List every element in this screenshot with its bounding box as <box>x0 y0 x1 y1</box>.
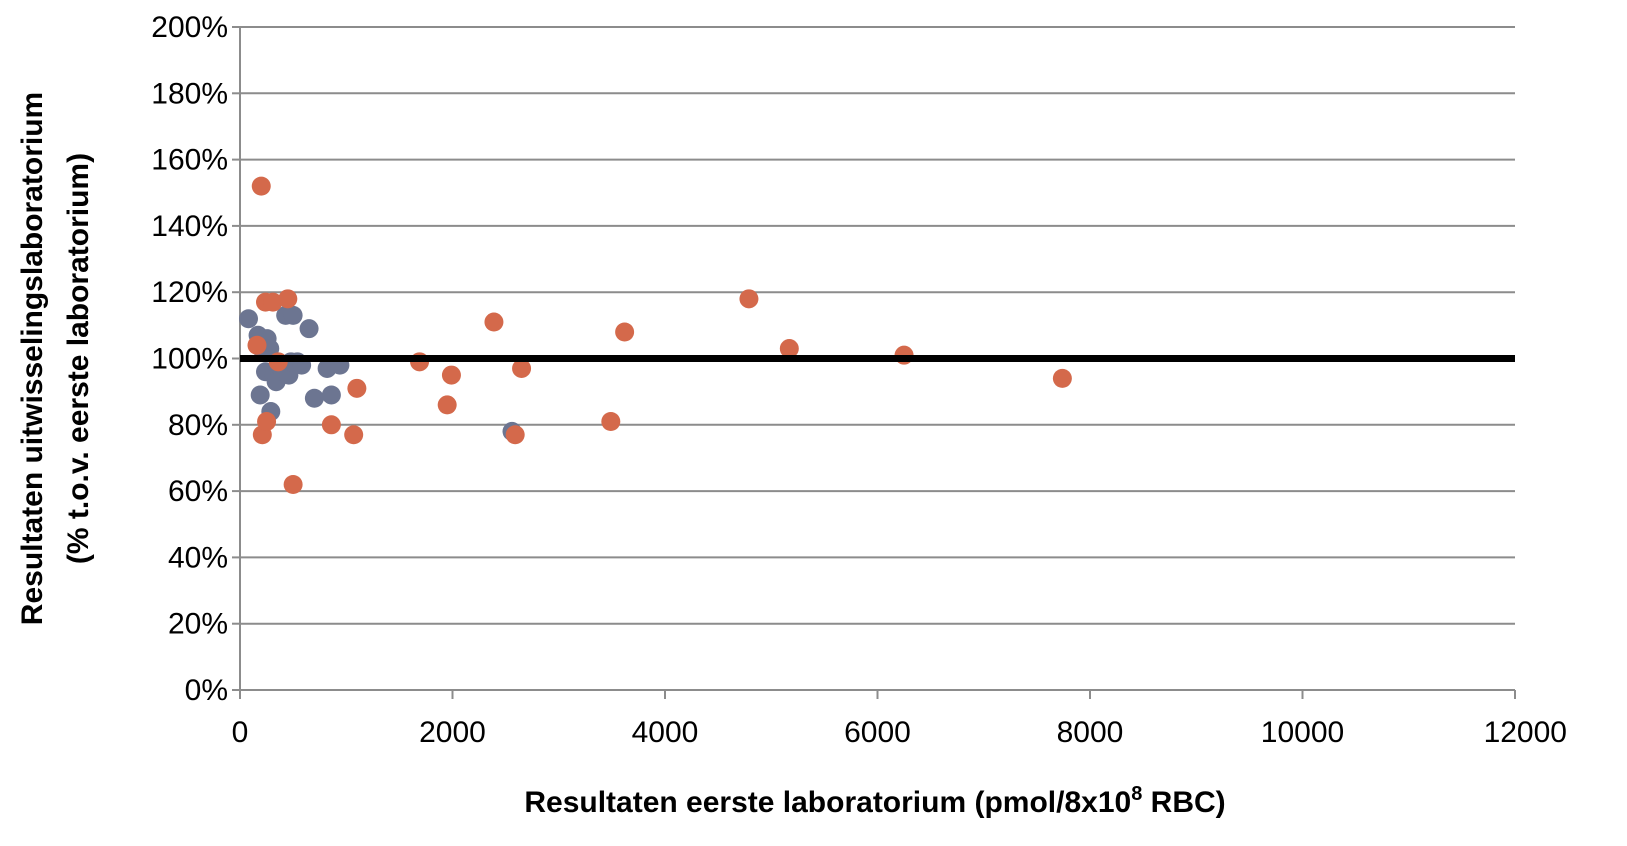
data-point-series-2 <box>1052 368 1072 388</box>
data-point-series-2 <box>615 322 635 342</box>
data-point-series-2 <box>505 425 525 445</box>
y-tick-label: 140% <box>151 210 228 243</box>
data-point-series-2 <box>283 474 303 494</box>
data-point-series-2 <box>321 415 341 435</box>
data-point-series-2 <box>263 292 283 312</box>
data-point-series-2 <box>251 176 271 196</box>
data-point-series-1 <box>283 305 303 325</box>
x-tick-label: 2000 <box>419 716 486 749</box>
y-tick-label: 100% <box>151 343 228 376</box>
x-tick-label: 10000 <box>1261 716 1344 749</box>
data-point-series-2 <box>512 358 532 378</box>
data-point-series-1 <box>321 385 341 405</box>
y-tick-label: 200% <box>151 11 228 44</box>
x-axis-title: Resultaten eerste laboratorium (pmol/8x1… <box>524 783 1225 819</box>
data-point-series-2 <box>278 289 298 309</box>
x-axis-title-suffix: RBC) <box>1142 786 1225 819</box>
x-tick-label: 0 <box>232 716 249 749</box>
data-point-series-2 <box>441 365 461 385</box>
data-point-series-2 <box>344 425 364 445</box>
y-axis-title-line1: Resultaten uitwisselingslaboratorium <box>16 92 49 625</box>
data-point-series-2 <box>247 335 267 355</box>
x-tick-label: 4000 <box>632 716 699 749</box>
data-point-series-2 <box>347 378 367 398</box>
y-tick-label: 160% <box>151 144 228 177</box>
data-point-series-1 <box>250 385 270 405</box>
y-tick-label: 80% <box>168 409 228 442</box>
x-tick-label: 12000 <box>1484 716 1567 749</box>
y-tick-label: 180% <box>151 77 228 110</box>
data-point-series-2 <box>601 411 621 431</box>
data-point-series-1 <box>299 319 319 339</box>
x-axis-title-superscript: 8 <box>1131 783 1142 805</box>
x-axis-title-main: Resultaten eerste laboratorium (pmol/8x1… <box>524 786 1131 819</box>
y-axis-title-line2: (% t.o.v. eerste laboratorium) <box>62 153 95 564</box>
tick-labels: 0% 20% 40% 60% 80% 100% 120% 140% 160% 180% 200% 0 2… <box>151 11 1567 749</box>
data-point-series-2 <box>257 411 277 431</box>
y-tick-label: 120% <box>151 276 228 309</box>
y-tick-label: 40% <box>168 541 228 574</box>
data-point-series-2 <box>779 339 799 359</box>
data-point-series-1 <box>239 309 258 329</box>
y-tick-label: 20% <box>168 608 228 641</box>
y-tick-label: 60% <box>168 475 228 508</box>
data-points <box>239 176 1072 494</box>
data-point-series-2 <box>484 312 504 332</box>
data-point-series-1 <box>304 388 324 408</box>
data-point-series-2 <box>739 289 759 309</box>
data-point-series-2 <box>437 395 457 415</box>
gridlines <box>240 26 1515 625</box>
y-tick-label: 0% <box>185 674 228 707</box>
x-tick-label: 8000 <box>1057 716 1124 749</box>
x-tick-label: 6000 <box>844 716 911 749</box>
